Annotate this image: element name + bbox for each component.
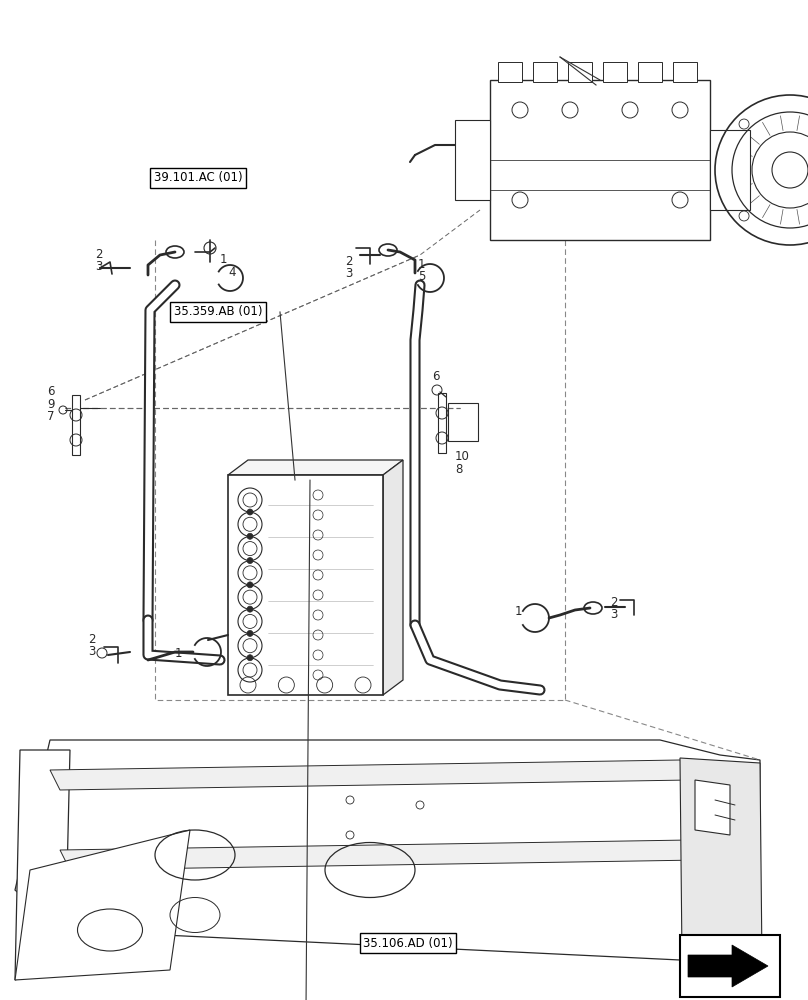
Text: 1: 1 <box>175 647 183 660</box>
Polygon shape <box>688 945 768 987</box>
Text: 3: 3 <box>95 260 103 273</box>
Text: 6: 6 <box>432 370 440 383</box>
Text: 10: 10 <box>455 450 470 463</box>
Polygon shape <box>60 840 700 870</box>
Text: 9: 9 <box>47 398 54 411</box>
Bar <box>455 120 490 200</box>
Text: 7: 7 <box>47 410 54 423</box>
Bar <box>72 395 80 455</box>
Text: 2: 2 <box>345 255 352 268</box>
Text: 2: 2 <box>88 633 95 646</box>
Polygon shape <box>15 750 70 980</box>
Bar <box>228 475 383 695</box>
Polygon shape <box>228 460 403 475</box>
Circle shape <box>247 582 253 588</box>
Bar <box>710 130 750 210</box>
Circle shape <box>247 509 253 515</box>
Circle shape <box>247 606 253 612</box>
Text: 6: 6 <box>47 385 54 398</box>
Polygon shape <box>680 758 762 963</box>
Circle shape <box>247 533 253 539</box>
Circle shape <box>247 655 253 661</box>
Bar <box>438 393 446 453</box>
Bar <box>533 62 557 82</box>
Text: 35.106.AD (01): 35.106.AD (01) <box>364 936 452 950</box>
Polygon shape <box>695 780 730 835</box>
Text: 39.101.AC (01): 39.101.AC (01) <box>154 172 242 184</box>
Text: 4: 4 <box>228 266 235 279</box>
Text: 3: 3 <box>88 645 95 658</box>
Text: 35.359.AB (01): 35.359.AB (01) <box>174 306 263 318</box>
Bar <box>638 62 662 82</box>
Text: 3: 3 <box>610 608 617 621</box>
Circle shape <box>247 630 253 636</box>
Bar <box>673 62 697 82</box>
Polygon shape <box>50 760 690 790</box>
Text: 1: 1 <box>220 253 228 266</box>
Bar <box>498 62 522 82</box>
Circle shape <box>247 558 253 564</box>
Text: 1: 1 <box>418 258 426 271</box>
Bar <box>448 403 478 441</box>
Text: 8: 8 <box>455 463 462 476</box>
Text: 2: 2 <box>610 596 617 609</box>
Polygon shape <box>15 830 190 980</box>
Polygon shape <box>383 460 403 695</box>
Bar <box>490 80 710 240</box>
Bar <box>568 62 592 82</box>
Bar <box>603 62 627 82</box>
Bar <box>680 935 780 997</box>
Text: 5: 5 <box>418 270 425 283</box>
Text: 3: 3 <box>345 267 352 280</box>
Text: 1: 1 <box>515 605 523 618</box>
Polygon shape <box>15 740 760 960</box>
Text: 2: 2 <box>95 248 103 261</box>
